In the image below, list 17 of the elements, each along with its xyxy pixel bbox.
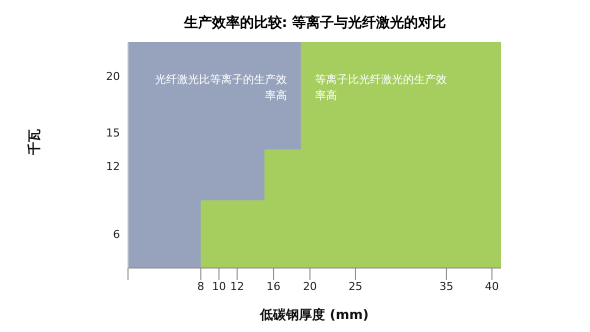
x-tick-label: 20 — [302, 280, 317, 293]
y-tick-label: 12 — [106, 160, 120, 174]
y-tick-label: 15 — [106, 126, 120, 140]
x-tick-label: 16 — [266, 280, 281, 293]
y-tick-label: 20 — [106, 70, 120, 83]
chart-title: 生产效率的比较: 等离子与光纤激光的对比 — [182, 14, 448, 33]
x-tick-label: 10 — [212, 280, 226, 293]
y-axis-title: 千瓦 — [26, 129, 43, 156]
series-label: 光纤激光比等离子的生产效率高 — [154, 72, 287, 104]
series-label: 等离子比光纤激光的生产效率高 — [314, 72, 447, 104]
x-tick-label: 35 — [439, 280, 454, 293]
x-tick-label: 8 — [197, 280, 204, 293]
x-tick-label: 25 — [348, 280, 362, 293]
x-tick-label: 12 — [230, 280, 244, 293]
x-axis-title: 低碳钢厚度 (mm) — [259, 307, 369, 323]
y-tick-label: 6 — [113, 228, 120, 242]
x-tick-label: 40 — [484, 280, 499, 293]
